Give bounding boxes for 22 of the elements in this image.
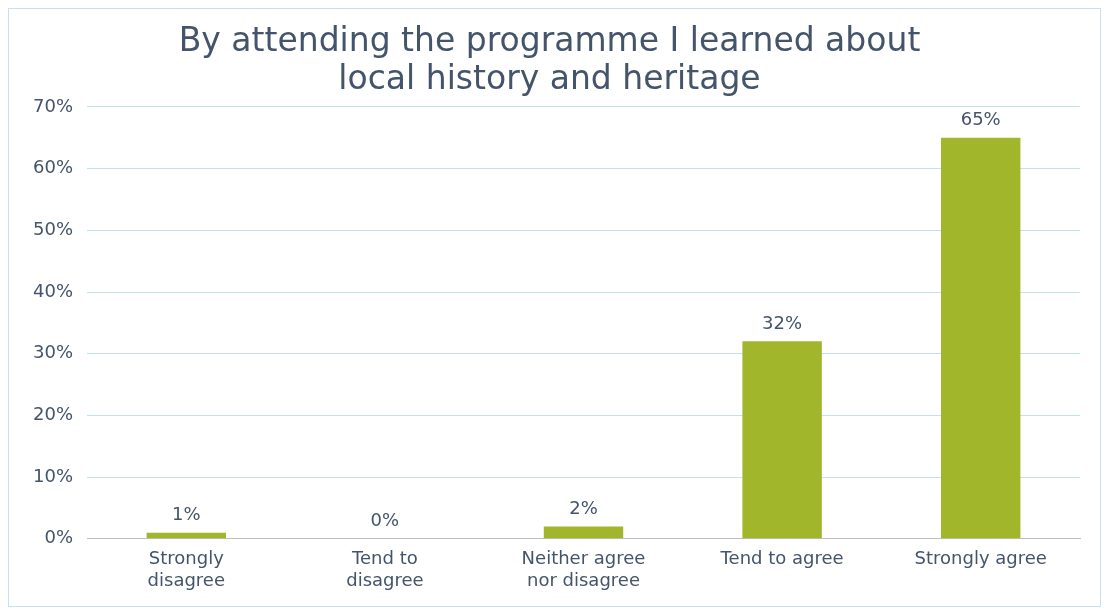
y-tick-label: 50% <box>32 217 74 239</box>
x-tick-label: Tend to disagree <box>346 547 424 590</box>
y-tick-label: 20% <box>32 403 74 425</box>
data-label: 65% <box>960 108 1001 130</box>
chart-title: By attending the programme I learned about local history and heritage <box>178 19 921 97</box>
y-tick-label: 30% <box>32 341 74 363</box>
y-tick-label: 70% <box>32 94 74 116</box>
data-label: 2% <box>569 497 598 519</box>
x-tick-label: Tend to agree <box>719 547 844 569</box>
x-tick-label: Strongly agree <box>914 547 1047 569</box>
y-tick-label: 40% <box>32 279 74 301</box>
data-label: 1% <box>172 503 201 525</box>
bar <box>543 526 624 539</box>
data-label: 0% <box>370 509 400 531</box>
bar <box>742 341 822 539</box>
data-label: 32% <box>762 312 803 334</box>
y-tick-label: 0% <box>44 526 74 548</box>
y-tick-label: 10% <box>32 464 74 486</box>
bar <box>940 137 1021 539</box>
y-tick-label: 60% <box>32 156 74 178</box>
x-tick-label: Strongly disagree <box>147 547 226 590</box>
x-tick-label: Neither agree nor disagree <box>521 547 646 590</box>
